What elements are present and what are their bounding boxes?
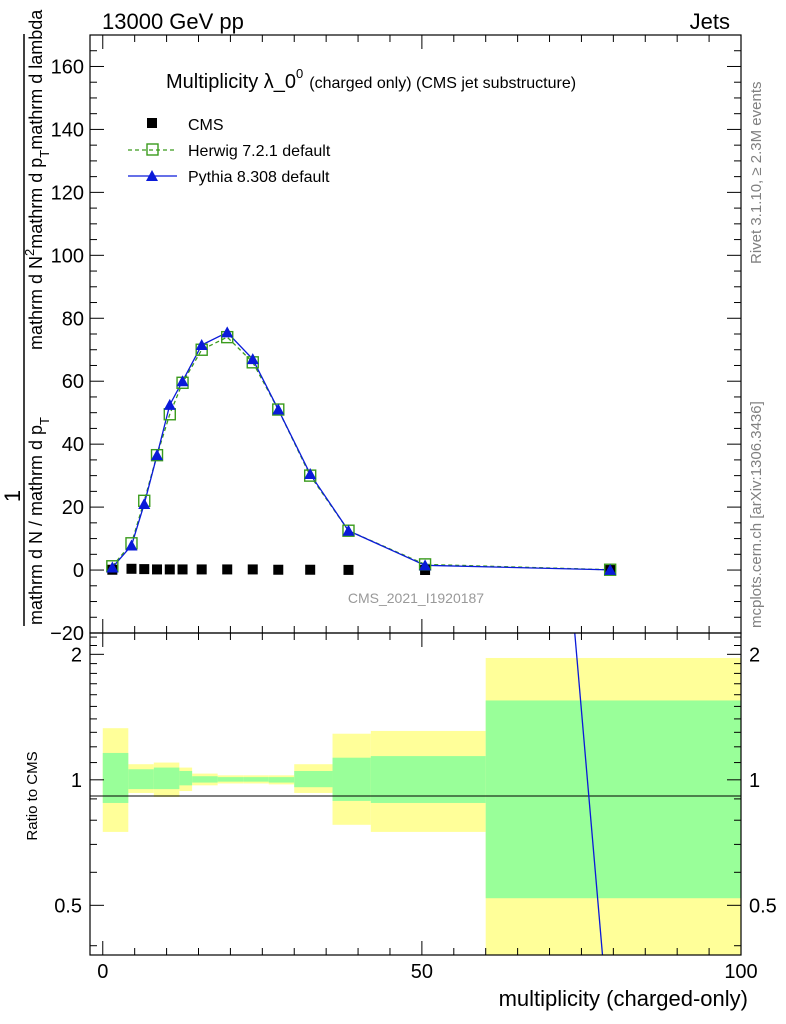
cms-data-point	[164, 564, 175, 575]
ratio-panel: 0.5 0.5 1 1 2 2 Ratio to CMS	[24, 632, 777, 956]
cms-data-point	[222, 564, 233, 575]
y-tick-label: 0	[73, 560, 84, 582]
rivet-info: Rivet 3.1.10, ≥ 2.3M events	[748, 82, 765, 265]
y-tick-label: 60	[62, 371, 84, 393]
watermark: CMS_2021_I1920187	[348, 590, 484, 606]
ylabel-denominator-sub: T	[37, 417, 52, 425]
ylabel-numerator-main: mathrm d N	[26, 256, 46, 350]
pythia-data-point	[195, 339, 208, 351]
x-tick-label: 0	[97, 961, 108, 983]
x-axis: 0 50 100 multiplicity (charged-only)	[97, 961, 757, 1011]
pythia-data-point	[304, 468, 317, 480]
cms-data-point	[273, 564, 284, 575]
ylabel-denominator: mathrm d N / mathrm d pT	[26, 417, 52, 625]
y-tick-label: −20	[50, 623, 84, 645]
ratio-tick-label-right: 0.5	[749, 895, 777, 917]
y-tick-label: 120	[51, 182, 84, 204]
ylabel-numerator: mathrm d N2mathrm d pTmathrm d lambda	[22, 9, 52, 350]
source-info: mcplots.cern.ch [arXiv:1306.3436]	[748, 401, 765, 628]
pythia-data-point	[163, 398, 176, 410]
ratio-band-inner	[294, 770, 333, 788]
chart-title-suffix: (charged only) (CMS jet substructure)	[309, 75, 576, 92]
ratio-line-pythia	[574, 633, 604, 955]
pythia-data-point	[138, 497, 151, 509]
chart-title-sup: 0	[296, 66, 303, 81]
cms-data-point	[305, 564, 316, 575]
ratio-frame	[89, 632, 742, 956]
ratio-band-inner	[192, 776, 218, 783]
legend-herwig-label: Herwig 7.2.1 default	[188, 143, 331, 160]
legend-cms-label: CMS	[188, 117, 224, 134]
ylabel-numerator-sup: 2	[22, 249, 37, 256]
chart-title: Multiplicity λ_00 (charged only) (CMS jet…	[166, 66, 576, 93]
ratio-band-inner	[179, 770, 193, 786]
y-axis-label: 1 mathrm d N / mathrm d pT mathrm d N2ma…	[0, 9, 52, 626]
y-tick-label: 20	[62, 497, 84, 519]
pythia-data-point	[246, 353, 259, 365]
ratio-tick-label-right: 2	[749, 644, 760, 666]
cms-data-point	[139, 564, 150, 575]
ylabel-numerator-lambda: mathrm d lambda	[26, 9, 46, 150]
ratio-band-inner	[102, 752, 129, 803]
x-axis-label: multiplicity (charged-only)	[499, 986, 748, 1011]
ratio-band-inner	[485, 700, 741, 899]
ratio-band-inner	[268, 777, 295, 783]
ratio-band-inner	[332, 757, 371, 801]
legend-entry-pythia: Pythia 8.308 default	[128, 169, 330, 186]
y-tick-label: 40	[62, 434, 84, 456]
ratio-band-inner	[128, 769, 154, 790]
cms-data-point	[126, 563, 137, 574]
legend-pythia-marker	[146, 170, 158, 181]
cms-data-point	[152, 564, 163, 575]
legend-pythia-label: Pythia 8.308 default	[188, 169, 330, 186]
x-tick-label: 100	[724, 961, 757, 983]
ratio-band-inner	[217, 777, 244, 782]
pythia-data-point	[272, 403, 285, 415]
cms-data-point	[343, 564, 354, 575]
ylabel-denominator-main: mathrm d N / mathrm d p	[26, 425, 46, 625]
ratio-band-inner	[243, 777, 269, 782]
cms-data-point	[247, 564, 258, 575]
x-tick-label: 50	[411, 961, 433, 983]
y-tick-label: 140	[51, 119, 84, 141]
legend: CMS Herwig 7.2.1 default Pythia 8.308 de…	[128, 117, 331, 186]
category-label: Jets	[690, 9, 730, 34]
ratio-tick-label-left: 0.5	[54, 895, 82, 917]
energy-label: 13000 GeV pp	[102, 9, 244, 34]
y-tick-label: 100	[51, 245, 84, 267]
chart-title-main: Multiplicity λ_0	[166, 71, 296, 93]
legend-herwig-marker	[146, 143, 159, 156]
cms-data-point	[177, 564, 188, 575]
pythia-data-point	[221, 326, 234, 338]
ratio-tick-label-right: 1	[749, 770, 760, 792]
pythia-data-point	[342, 524, 355, 536]
pythia-data-point	[604, 563, 617, 575]
ratio-band-inner	[370, 756, 486, 803]
pythia-data-point	[125, 539, 138, 551]
ylabel-numerator-sub: T	[37, 150, 52, 158]
pythia-data-point	[176, 375, 189, 387]
ratio-tick-label-left: 2	[71, 644, 82, 666]
ylabel-one: 1	[0, 490, 25, 502]
y-tick-label: 160	[51, 56, 84, 78]
y-tick-label: 80	[62, 308, 84, 330]
ratio-ylabel: Ratio to CMS	[24, 751, 41, 840]
pythia-data-point	[106, 561, 119, 573]
legend-entry-cms: CMS	[147, 117, 224, 134]
ylabel-numerator-dpt: mathrm d p	[26, 158, 46, 249]
pythia-data-point	[151, 449, 164, 461]
ratio-band-inner	[153, 767, 180, 790]
series-line-triangle	[111, 331, 611, 571]
main-panel: CMS_2021_I1920187 −200204060801001201401…	[0, 9, 742, 645]
legend-entry-herwig: Herwig 7.2.1 default	[128, 143, 331, 160]
legend-cms-marker	[147, 118, 157, 128]
pythia-data-point	[419, 559, 432, 571]
cms-data-point	[196, 564, 207, 575]
ratio-tick-label-left: 1	[71, 770, 82, 792]
